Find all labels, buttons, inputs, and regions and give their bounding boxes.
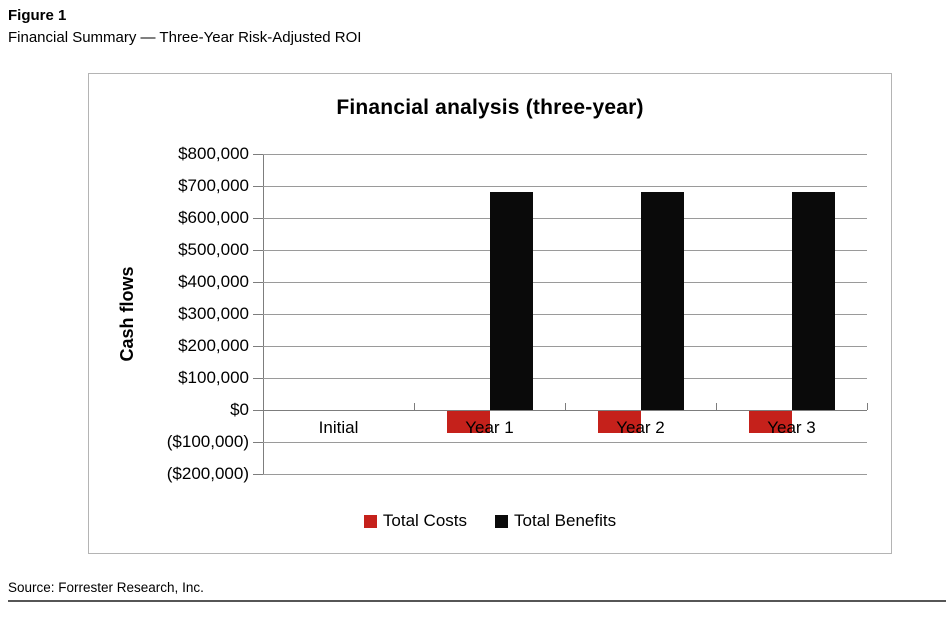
- bar-total-benefits-year-1: [489, 192, 533, 410]
- y-axis-tick: [253, 346, 263, 347]
- gridline: [263, 474, 867, 475]
- y-tick-label: $0: [230, 400, 249, 419]
- legend-item-total-benefits: Total Benefits: [495, 510, 616, 532]
- y-tick-label: $500,000: [178, 240, 249, 259]
- y-axis-tick: [253, 378, 263, 379]
- legend-marker-total-costs: [363, 514, 377, 528]
- bar-total-costs-year-3: [748, 411, 792, 434]
- gridline: [263, 186, 867, 187]
- y-axis-tick: [253, 250, 263, 251]
- y-axis-tick: [253, 442, 263, 443]
- gridline: [263, 282, 867, 283]
- y-axis-tick: [253, 474, 263, 475]
- bar-total-benefits-year-2: [640, 192, 684, 410]
- legend-label-total-costs: Total Costs: [382, 511, 468, 530]
- gridline: [263, 218, 867, 219]
- chart-container: Financial analysis (three-year) Cash flo…: [88, 73, 892, 554]
- gridline: [263, 442, 867, 443]
- y-tick-label: $800,000: [178, 144, 249, 163]
- bar-total-costs-year-2: [597, 411, 641, 434]
- gridline: [263, 314, 867, 315]
- legend-marker-total-benefits: [495, 514, 509, 528]
- bar-total-benefits-year-3: [791, 192, 835, 410]
- gridline: [263, 250, 867, 251]
- legend: Total Costs Total Benefits: [89, 510, 891, 532]
- y-tick-label: $200,000: [178, 336, 249, 355]
- y-tick-label: ($100,000): [166, 432, 249, 451]
- legend-item-total-costs: Total Costs: [363, 510, 468, 532]
- gridline: [263, 154, 867, 155]
- category-label-initial: Initial: [318, 418, 359, 437]
- gridline: [263, 378, 867, 379]
- y-axis-tick: [253, 218, 263, 219]
- y-axis-tick: [253, 282, 263, 283]
- source-text: Source: Forrester Research, Inc.: [8, 580, 204, 595]
- figure-label: Figure 1: [8, 7, 67, 24]
- bar-total-costs-year-1: [446, 411, 490, 434]
- x-axis-tick: [414, 403, 415, 410]
- y-tick-label: $600,000: [178, 208, 249, 227]
- category-label-year-3: Year 3: [767, 418, 816, 437]
- chart-title: Financial analysis (three-year): [336, 96, 644, 119]
- gridline: [263, 346, 867, 347]
- x-axis-tick: [565, 403, 566, 410]
- y-axis-tick: [253, 154, 263, 155]
- x-axis-tick: [867, 403, 868, 410]
- y-tick-label: $100,000: [178, 368, 249, 387]
- y-tick-label: $700,000: [178, 176, 249, 195]
- y-tick-label: ($200,000): [166, 464, 249, 483]
- y-tick-label: $400,000: [178, 272, 249, 291]
- y-axis-tick: [253, 314, 263, 315]
- source-rule: [8, 600, 946, 602]
- y-axis-tick: [253, 410, 263, 411]
- figure-caption: Financial Summary — Three-Year Risk-Adju…: [8, 29, 362, 46]
- category-label-year-1: Year 1: [465, 418, 514, 437]
- y-axis-tick: [253, 186, 263, 187]
- legend-label-total-benefits: Total Benefits: [514, 511, 617, 530]
- plot-area: Initial Year 1 Year 2 Year 3: [263, 154, 868, 475]
- x-axis-zero-line: [263, 410, 867, 411]
- category-label-year-2: Year 2: [616, 418, 665, 437]
- y-tick-label: $300,000: [178, 304, 249, 323]
- x-axis-tick: [716, 403, 717, 410]
- x-axis-tick: [263, 403, 264, 410]
